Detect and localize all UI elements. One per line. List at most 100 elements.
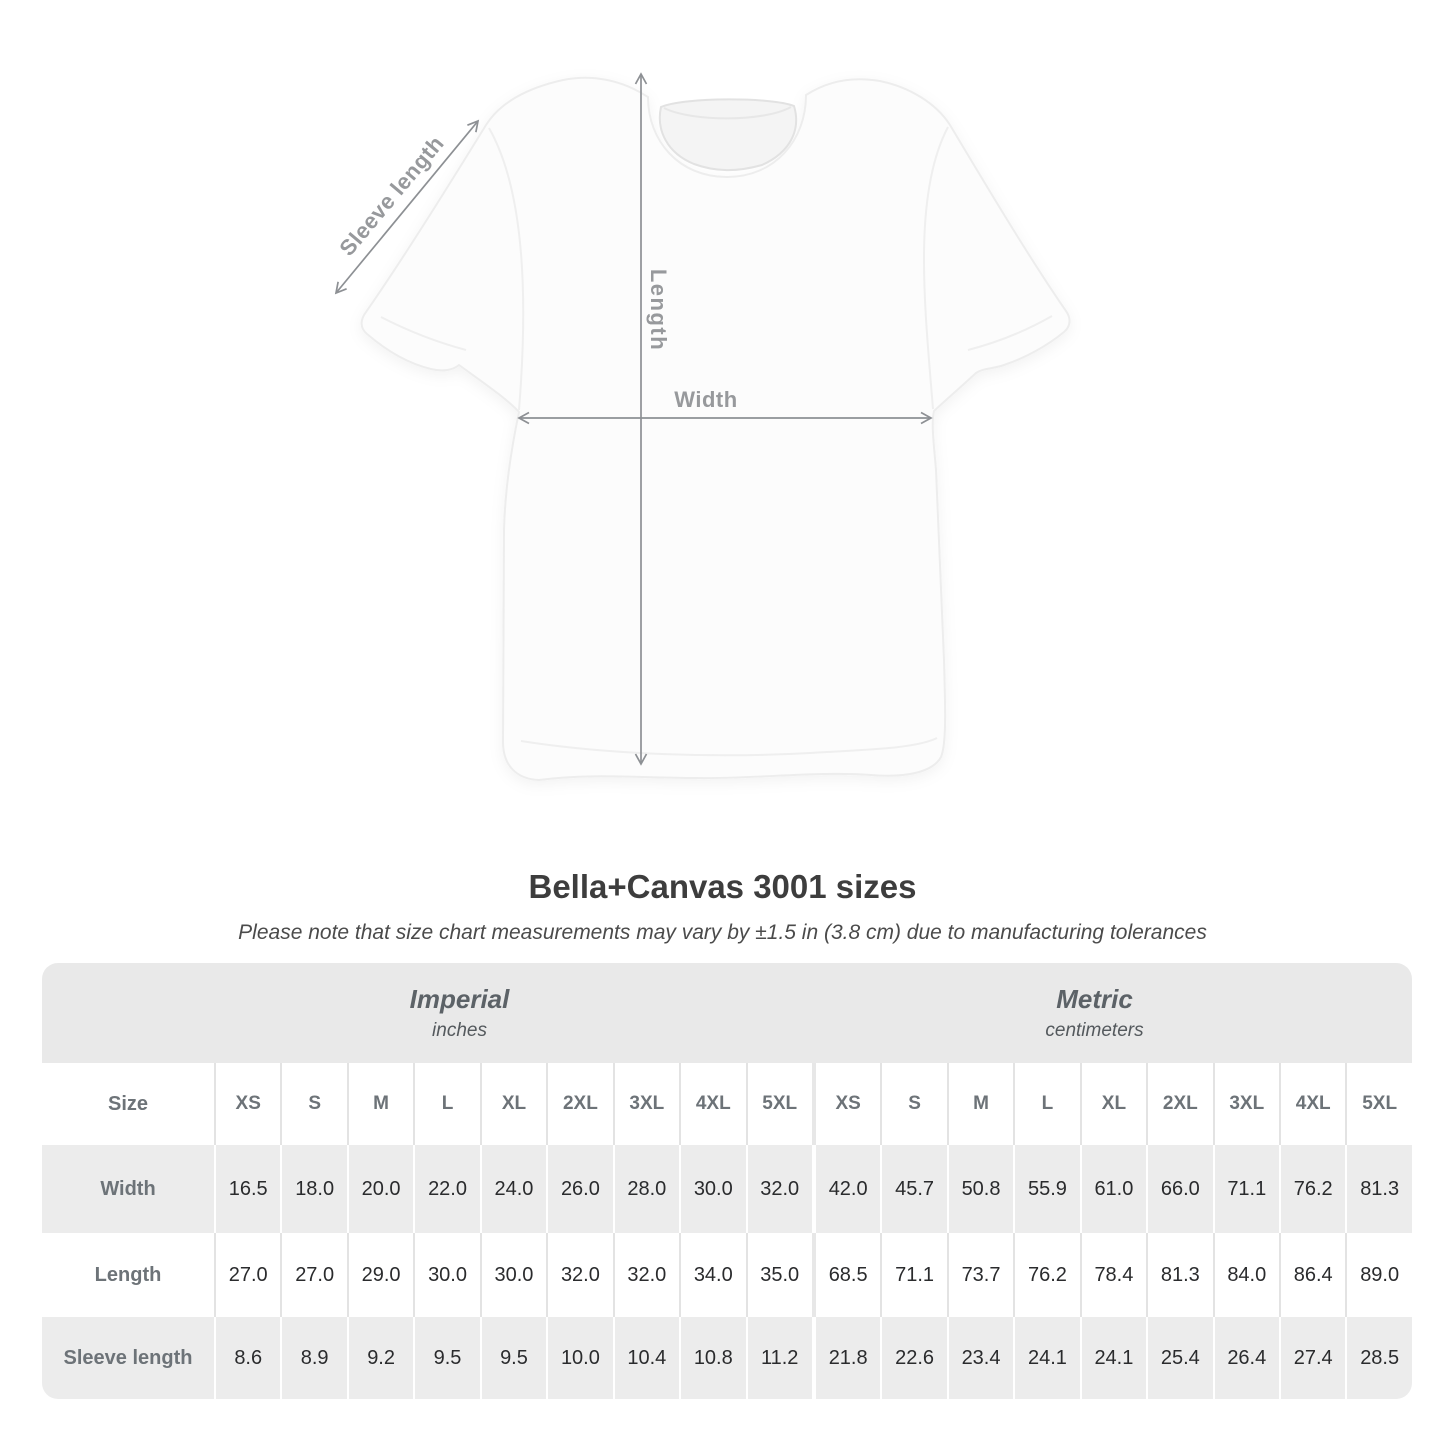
table-cell: 26.4 bbox=[1212, 1317, 1279, 1399]
size-header-label: Size bbox=[107, 1092, 149, 1115]
table-cell: 81.3 bbox=[1345, 1145, 1411, 1233]
imperial-sublabel: inches bbox=[432, 1020, 487, 1041]
table-cell: 55.9 bbox=[1013, 1145, 1079, 1233]
collar-opening bbox=[658, 98, 798, 172]
table-cell: 8.6 bbox=[214, 1317, 280, 1399]
table-cell: 18.0 bbox=[280, 1145, 346, 1233]
collar-seam bbox=[663, 106, 792, 120]
size-header-row: Size XS S M L XL 2XL 3XL 4XL 5XL XS S M L XL 2XL 3XL 4XL… bbox=[42, 1063, 1412, 1145]
table-cell: 3XL bbox=[612, 1063, 679, 1145]
table-cell: 28.0 bbox=[612, 1145, 679, 1233]
width-row-label: Width bbox=[100, 1177, 156, 1200]
table-cell: 4XL bbox=[1279, 1063, 1345, 1145]
table-cell: 71.1 bbox=[880, 1233, 946, 1317]
table-cell: 24.0 bbox=[479, 1145, 546, 1233]
table-cell: 4XL bbox=[679, 1063, 745, 1145]
table-cell: 84.0 bbox=[1212, 1233, 1279, 1317]
page-title: Bella+Canvas 3001 sizes bbox=[528, 868, 917, 905]
table-cell: 22.0 bbox=[413, 1145, 479, 1233]
table-cell: 66.0 bbox=[1146, 1145, 1212, 1233]
length-row-cells: 27.0 27.0 29.0 30.0 30.0 32.0 32.0 34.0 35.0 68.5… bbox=[214, 1233, 1412, 1317]
width-label: Width bbox=[674, 387, 738, 412]
table-cell: 9.5 bbox=[413, 1317, 479, 1399]
table-cell: 30.0 bbox=[413, 1233, 479, 1317]
table-cell: 78.4 bbox=[1079, 1233, 1146, 1317]
measurement-arrows bbox=[334, 72, 933, 766]
table-cell: 32.0 bbox=[612, 1233, 679, 1317]
tshirt-illustration bbox=[334, 72, 1071, 781]
table-cell: 30.0 bbox=[479, 1233, 546, 1317]
imperial-label: Imperial bbox=[409, 984, 510, 1014]
table-cell: 89.0 bbox=[1345, 1233, 1411, 1317]
table-cell: 42.0 bbox=[811, 1145, 880, 1233]
table-cell: 50.8 bbox=[946, 1145, 1013, 1233]
tolerance-note: Please note that size chart measurements… bbox=[238, 921, 1207, 944]
table-cell: 76.2 bbox=[1279, 1145, 1345, 1233]
table-cell: XS bbox=[811, 1063, 880, 1145]
table-cell: 76.2 bbox=[1013, 1233, 1079, 1317]
table-cell: 10.8 bbox=[679, 1317, 745, 1399]
table-cell: 73.7 bbox=[946, 1233, 1013, 1317]
table-cell: 32.0 bbox=[745, 1145, 812, 1233]
sleeve-length-row-cells: 8.6 8.9 9.2 9.5 9.5 10.0 10.4 10.8 11.2 21.8 22.6 2… bbox=[214, 1317, 1412, 1399]
table-cell: 26.0 bbox=[546, 1145, 612, 1233]
width-row-cells: 16.5 18.0 20.0 22.0 24.0 26.0 28.0 30.0 32.0 42.0… bbox=[214, 1145, 1412, 1233]
unit-header-spacer bbox=[42, 963, 142, 1063]
table-cell: 30.0 bbox=[679, 1145, 745, 1233]
tshirt-body bbox=[360, 76, 1071, 781]
sleeve-length-arrow bbox=[334, 119, 480, 295]
table-cell: L bbox=[1013, 1063, 1079, 1145]
table-cell: 71.1 bbox=[1212, 1145, 1279, 1233]
table-cell: 27.4 bbox=[1279, 1317, 1345, 1399]
table-cell: S bbox=[880, 1063, 946, 1145]
table-cell: 68.5 bbox=[811, 1233, 880, 1317]
table-cell: 2XL bbox=[1146, 1063, 1212, 1145]
table-cell: 45.7 bbox=[880, 1145, 946, 1233]
tshirt-diagram: Sleeve length Length Width bbox=[334, 72, 1071, 781]
size-table: Imperial inches Metric centimeters Size … bbox=[42, 963, 1412, 1399]
metric-label: Metric bbox=[1056, 984, 1133, 1014]
shirt-seams bbox=[380, 126, 1053, 757]
table-cell: 24.1 bbox=[1079, 1317, 1146, 1399]
table-cell: XS bbox=[214, 1063, 280, 1145]
table-cell: 24.1 bbox=[1013, 1317, 1079, 1399]
table-cell: M bbox=[346, 1063, 413, 1145]
table-cell: 28.5 bbox=[1345, 1317, 1411, 1399]
imperial-header: Imperial inches bbox=[142, 963, 777, 1063]
table-cell: 2XL bbox=[546, 1063, 612, 1145]
table-cell: L bbox=[413, 1063, 479, 1145]
table-cell: 81.3 bbox=[1146, 1233, 1212, 1317]
sleeve-length-row-label: Sleeve length bbox=[63, 1346, 193, 1369]
table-cell: XL bbox=[1079, 1063, 1146, 1145]
table-cell: 25.4 bbox=[1146, 1317, 1212, 1399]
table-cell: 22.6 bbox=[880, 1317, 946, 1399]
table-cell: 27.0 bbox=[214, 1233, 280, 1317]
length-row-label: Length bbox=[94, 1263, 162, 1286]
table-cell: XL bbox=[479, 1063, 546, 1145]
sleeve-length-row: Sleeve length 8.6 8.9 9.2 9.5 9.5 10.0 10.4 10.… bbox=[42, 1317, 1412, 1399]
table-cell: 5XL bbox=[1345, 1063, 1411, 1145]
table-cell: 23.4 bbox=[946, 1317, 1013, 1399]
table-cell: 27.0 bbox=[280, 1233, 346, 1317]
table-cell: 21.8 bbox=[811, 1317, 880, 1399]
table-cell: 3XL bbox=[1212, 1063, 1279, 1145]
table-cell: M bbox=[946, 1063, 1013, 1145]
table-cell: 61.0 bbox=[1079, 1145, 1146, 1233]
table-cell: 20.0 bbox=[346, 1145, 413, 1233]
size-header-cells: XS S M L XL 2XL 3XL 4XL 5XL XS S M L XL 2XL 3XL 4XL 5XL bbox=[214, 1063, 1412, 1145]
table-cell: 10.0 bbox=[546, 1317, 612, 1399]
table-cell: 5XL bbox=[745, 1063, 812, 1145]
table-cell: 9.2 bbox=[346, 1317, 413, 1399]
table-cell: 86.4 bbox=[1279, 1233, 1345, 1317]
metric-header: Metric centimeters bbox=[777, 963, 1412, 1063]
table-cell: 29.0 bbox=[346, 1233, 413, 1317]
table-cell: 10.4 bbox=[612, 1317, 679, 1399]
length-label: Length bbox=[646, 268, 671, 352]
metric-sublabel: centimeters bbox=[1045, 1020, 1144, 1041]
table-cell: 34.0 bbox=[679, 1233, 745, 1317]
table-cell: 16.5 bbox=[214, 1145, 280, 1233]
table-cell: S bbox=[280, 1063, 346, 1145]
width-row: Width 16.5 18.0 20.0 22.0 24.0 26.0 28.0 30.0 32… bbox=[42, 1145, 1412, 1233]
table-cell: 9.5 bbox=[479, 1317, 546, 1399]
